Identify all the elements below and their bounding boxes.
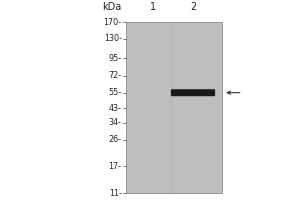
Text: 26-: 26- — [109, 135, 122, 144]
Text: 170-: 170- — [103, 18, 122, 27]
Bar — [126, 22, 222, 193]
Text: 11-: 11- — [109, 189, 122, 198]
Text: 95-: 95- — [109, 54, 122, 63]
Text: 130-: 130- — [104, 34, 122, 43]
Text: 72-: 72- — [109, 71, 122, 80]
Text: 55-: 55- — [109, 88, 122, 97]
FancyBboxPatch shape — [171, 89, 215, 96]
Text: 17-: 17- — [109, 162, 122, 171]
Text: 2: 2 — [190, 2, 196, 12]
Text: kDa: kDa — [102, 2, 122, 12]
Text: 1: 1 — [150, 2, 156, 12]
Text: 34-: 34- — [109, 118, 122, 127]
Text: 43-: 43- — [109, 104, 122, 113]
